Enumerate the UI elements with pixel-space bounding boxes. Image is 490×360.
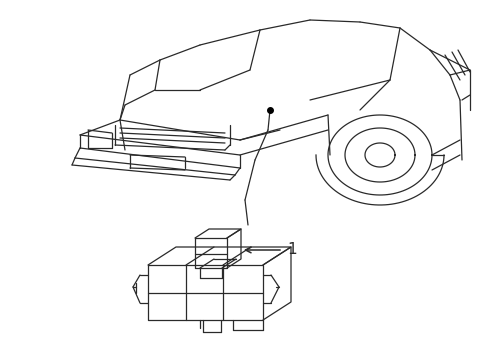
- Text: 1: 1: [287, 243, 296, 257]
